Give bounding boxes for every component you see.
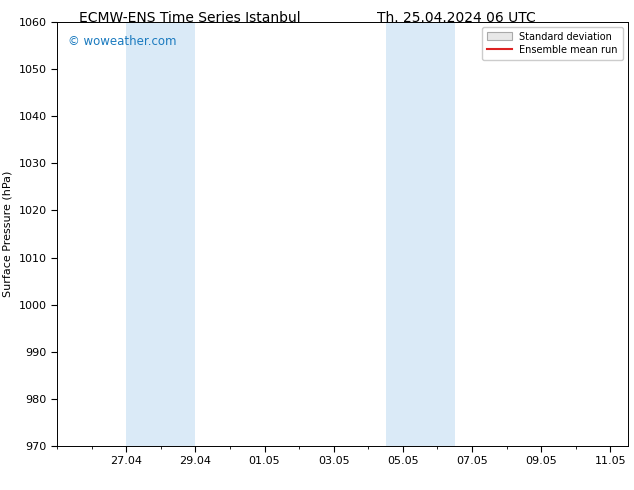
Y-axis label: Surface Pressure (hPa): Surface Pressure (hPa) bbox=[3, 171, 13, 297]
Bar bbox=[385, 22, 420, 446]
Text: Th. 25.04.2024 06 UTC: Th. 25.04.2024 06 UTC bbox=[377, 11, 536, 25]
Bar bbox=[420, 22, 455, 446]
Legend: Standard deviation, Ensemble mean run: Standard deviation, Ensemble mean run bbox=[482, 27, 623, 60]
Text: © woweather.com: © woweather.com bbox=[68, 35, 177, 48]
Bar bbox=[126, 22, 195, 446]
Text: ECMW-ENS Time Series Istanbul: ECMW-ENS Time Series Istanbul bbox=[79, 11, 301, 25]
